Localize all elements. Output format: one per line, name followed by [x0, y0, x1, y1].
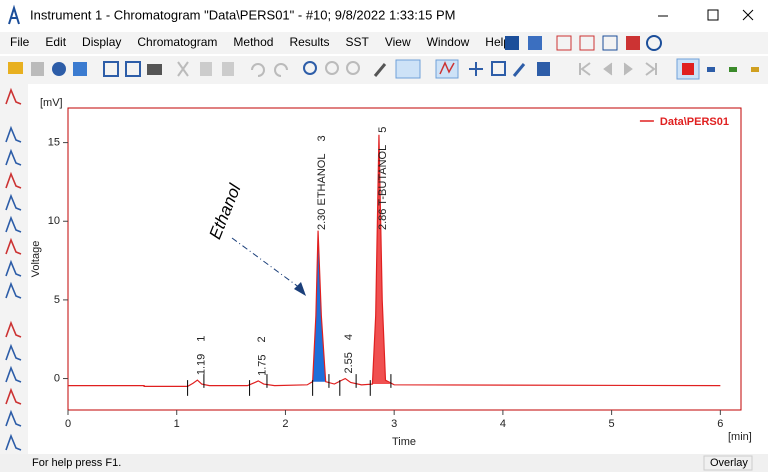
- title-bar: [0, 0, 768, 32]
- toolbar: [0, 56, 768, 84]
- peak-number: 1: [195, 336, 207, 342]
- side-button[interactable]: [5, 343, 22, 361]
- side-button[interactable]: [5, 193, 22, 211]
- menu-icons: [505, 35, 662, 51]
- toolbar-buttons: [8, 58, 759, 80]
- menu-item[interactable]: View: [385, 35, 411, 49]
- side-button[interactable]: [5, 259, 22, 277]
- peak-time: 2.55: [343, 352, 355, 373]
- legend-label: Data\PERS01: [660, 116, 729, 128]
- side-button[interactable]: [5, 87, 22, 105]
- peak-label: 2.30 ETHANOL: [316, 154, 328, 230]
- x-axis-label: Time: [392, 436, 416, 448]
- peak-name: ETHANOL: [316, 154, 328, 206]
- peak-number: 2: [256, 336, 268, 342]
- side-button[interactable]: [5, 215, 22, 233]
- menu-item[interactable]: Chromatogram: [137, 35, 217, 49]
- side-button[interactable]: [5, 148, 22, 166]
- x-tick-label: 2: [282, 418, 288, 430]
- status-help: For help press F1.: [32, 457, 121, 469]
- peak-name: T-BUTANOL: [377, 145, 389, 206]
- peak-label: 2.86 T-BUTANOL: [377, 145, 389, 230]
- y-tick-label: 5: [54, 294, 60, 306]
- annotation-arrowhead: [294, 282, 306, 296]
- menu-item[interactable]: Results: [289, 35, 329, 49]
- chart-pane: [28, 86, 768, 454]
- side-button[interactable]: [5, 387, 22, 405]
- x-tick-label: 1: [174, 418, 180, 430]
- peak-time: 1.75: [256, 354, 268, 375]
- menu-item[interactable]: File: [10, 35, 30, 49]
- x-tick-label: 6: [717, 418, 723, 430]
- plot-frame: [67, 107, 742, 411]
- maximize-button[interactable]: [707, 9, 719, 21]
- peak-label: 2.55: [343, 352, 355, 373]
- y-tick-label: 10: [48, 215, 60, 227]
- side-button[interactable]: [5, 125, 22, 143]
- status-bar: [0, 454, 768, 472]
- menu-item[interactable]: Window: [427, 35, 470, 49]
- menu-item[interactable]: Display: [82, 35, 121, 49]
- menu-bar: [0, 32, 768, 54]
- peak-number: 3: [316, 135, 328, 141]
- peak-label: 1.19: [195, 354, 207, 375]
- side-button[interactable]: [5, 365, 22, 383]
- menu-item[interactable]: Help: [485, 35, 510, 49]
- annotation-arrow: [231, 237, 301, 289]
- peak-time: 2.86: [377, 209, 389, 230]
- side-button[interactable]: [5, 171, 22, 189]
- x-tick-label: 4: [500, 418, 506, 430]
- menu-item[interactable]: Method: [233, 35, 273, 49]
- trace-line: [68, 134, 721, 388]
- peak-number: 4: [343, 334, 355, 340]
- status-mode: Overlay: [710, 457, 748, 469]
- side-button[interactable]: [5, 237, 22, 255]
- peak-time: 1.19: [195, 354, 207, 375]
- side-button[interactable]: [5, 281, 22, 299]
- status-pane: [703, 455, 753, 471]
- y-axis-label: Voltage: [30, 241, 42, 278]
- x-tick-label: 3: [391, 418, 397, 430]
- x-unit: [min]: [728, 431, 752, 443]
- menu-item[interactable]: SST: [345, 35, 369, 49]
- y-tick-label: 15: [48, 137, 60, 149]
- side-toolbar-buttons: [5, 87, 22, 451]
- close-button[interactable]: [742, 9, 754, 21]
- app-icon: [8, 4, 20, 25]
- x-tick-label: 5: [609, 418, 615, 430]
- menu-item[interactable]: Edit: [45, 35, 66, 49]
- side-button[interactable]: [5, 433, 22, 451]
- peak-label: 1.75: [256, 354, 268, 375]
- peak-time: 2.30: [316, 209, 328, 230]
- side-button[interactable]: [5, 320, 22, 338]
- window-title: Instrument 1 - Chromatogram "Data\PERS01…: [30, 7, 455, 22]
- peak-number: 5: [377, 127, 389, 133]
- x-tick-label: 0: [65, 418, 71, 430]
- side-button[interactable]: [5, 409, 22, 427]
- y-tick-label: 0: [54, 372, 60, 384]
- y-unit: [mV]: [40, 97, 63, 109]
